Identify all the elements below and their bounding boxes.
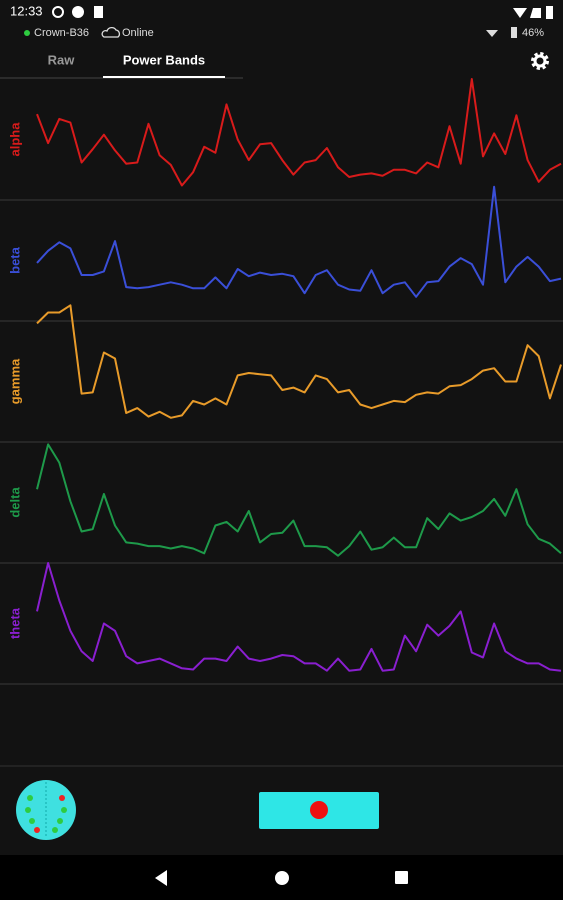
nav-recents[interactable]: [395, 871, 408, 884]
nav-home[interactable]: [275, 871, 289, 885]
wifi-icon: [513, 8, 527, 18]
tab-power-bands[interactable]: Power Bands: [123, 52, 205, 67]
cloud-icon: [101, 26, 121, 38]
band-label: beta: [7, 246, 22, 274]
settings-icon[interactable]: [531, 52, 549, 70]
record-button[interactable]: [259, 792, 379, 829]
device-name: Crown-B36: [34, 27, 89, 39]
band-trace: [36, 443, 562, 557]
band-label: delta: [7, 487, 22, 518]
bands: alpha beta gamma delta theta: [0, 78, 563, 685]
band-trace: [36, 185, 562, 298]
record-dot: [310, 801, 328, 819]
gear: [533, 54, 547, 68]
gear: [531, 52, 549, 70]
nav-back[interactable]: [155, 870, 167, 886]
online-status: Online: [122, 27, 154, 39]
battery-icon: [511, 27, 517, 38]
electrode: [61, 807, 67, 813]
wifi-icon: [486, 30, 498, 37]
band-trace: [36, 562, 562, 672]
electrode: [25, 807, 31, 813]
battery-icon: [546, 6, 553, 19]
connection-dot: [24, 30, 30, 36]
tab-raw[interactable]: Raw: [48, 52, 76, 67]
band-label: gamma: [7, 358, 22, 404]
band-trace: [36, 78, 562, 187]
headset-icon[interactable]: [16, 780, 76, 840]
electrode: [59, 795, 65, 801]
signal-icon: [530, 8, 541, 18]
band-trace: [36, 304, 562, 419]
status-icon: [72, 6, 84, 18]
electrode: [29, 818, 35, 824]
electrode: [27, 795, 33, 801]
electrode: [34, 827, 40, 833]
band-label: theta: [7, 607, 22, 639]
band-label: alpha: [7, 122, 22, 157]
electrode: [57, 818, 63, 824]
status-icon: [94, 6, 103, 18]
status-icon: [52, 6, 64, 18]
clock: 12:33: [10, 3, 43, 18]
electrode: [52, 827, 58, 833]
battery-level: 46%: [522, 27, 544, 39]
